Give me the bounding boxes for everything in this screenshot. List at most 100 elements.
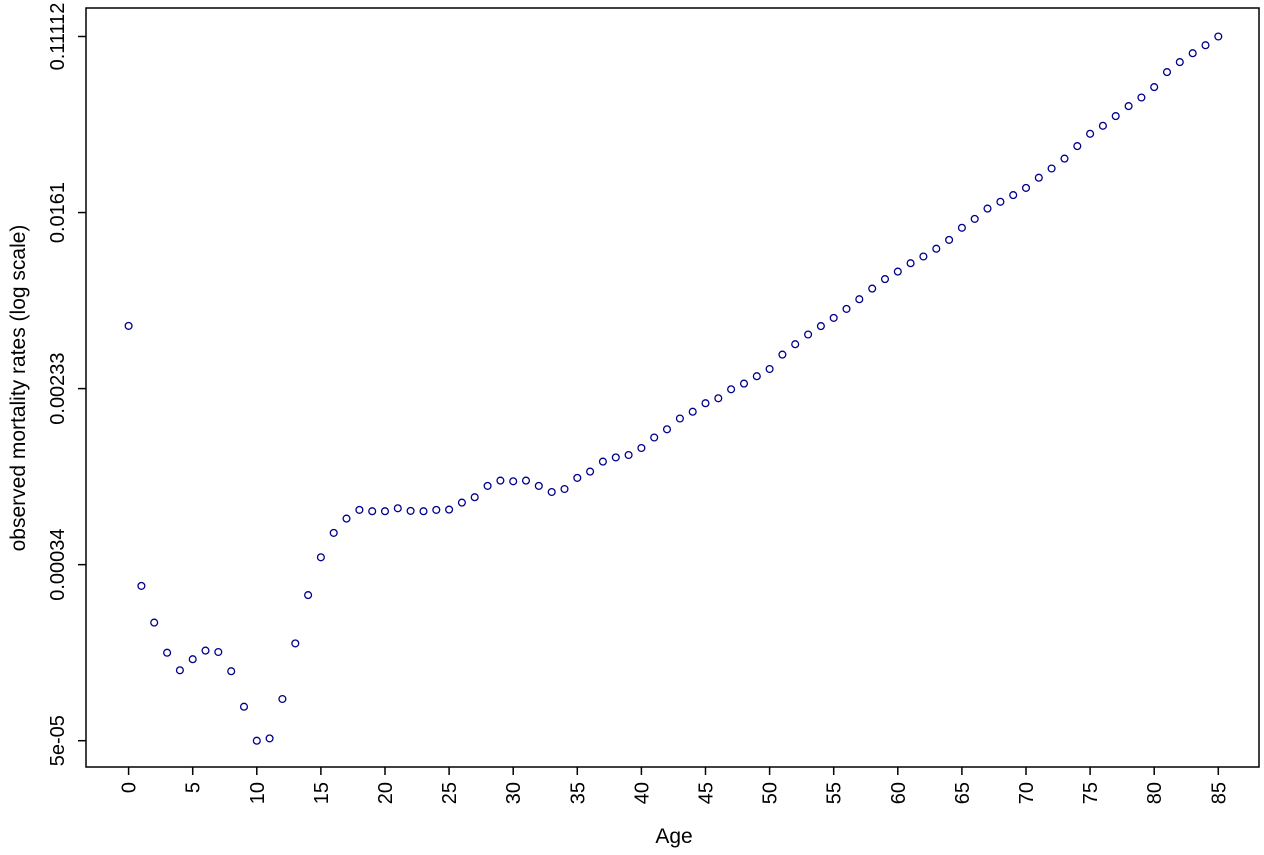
data-point [1214, 32, 1223, 41]
data-point [650, 433, 659, 442]
data-point [1188, 49, 1197, 58]
data-point [624, 450, 633, 460]
data-point [970, 214, 979, 223]
data-point [996, 197, 1005, 206]
y-tick-label: 0.11112 [47, 3, 69, 71]
x-tick-label: 60 [888, 782, 910, 804]
data-point [316, 553, 325, 562]
data-point [278, 694, 287, 704]
data-point [227, 667, 236, 676]
data-point [509, 477, 518, 486]
data-point [919, 252, 928, 261]
x-tick-label: 85 [1208, 782, 1230, 804]
data-point [701, 399, 710, 408]
data-point [611, 453, 620, 462]
data-point [432, 505, 441, 514]
x-tick-label: 55 [824, 782, 846, 804]
data-point [393, 504, 402, 513]
data-point [957, 223, 966, 232]
data-point [419, 507, 428, 516]
data-point [1137, 93, 1146, 102]
data-point [586, 467, 595, 476]
data-point [457, 498, 466, 507]
data-point [124, 321, 133, 330]
data-point [265, 734, 274, 743]
data-point [816, 322, 825, 331]
data-point [1086, 129, 1095, 138]
data-point [598, 457, 607, 466]
data-point [842, 304, 851, 313]
data-point [1111, 112, 1120, 121]
data-point [675, 414, 684, 423]
y-tick-label: 0.0161 [47, 182, 69, 243]
data-points [124, 32, 1223, 745]
data-point [1098, 121, 1107, 130]
data-point [880, 275, 890, 284]
y-tick-label: 0.00034 [47, 529, 69, 601]
y-tick-label: 5e-05 [47, 715, 69, 766]
plot-box [85, 7, 1260, 768]
y-tick-label: 0.00233 [47, 352, 69, 424]
data-point [1009, 191, 1018, 200]
data-point [445, 505, 454, 514]
data-point [214, 647, 223, 657]
data-point [521, 476, 531, 485]
data-point [483, 481, 492, 490]
data-point [291, 639, 300, 648]
data-point [1201, 41, 1210, 50]
data-point [637, 443, 646, 453]
data-point [150, 618, 159, 627]
x-tick-label: 0 [119, 782, 141, 793]
y-axis-ticks: 0.11112 0.0161 0.00233 0.00034 5e-05 [47, 3, 86, 766]
x-tick-label: 70 [1016, 782, 1038, 804]
data-point [804, 330, 813, 339]
x-tick-label: 20 [375, 782, 397, 804]
x-tick-label: 10 [247, 782, 269, 804]
data-point [727, 385, 736, 394]
data-point [1162, 68, 1172, 77]
data-point [188, 655, 197, 664]
data-point [163, 648, 172, 657]
data-point [1175, 58, 1184, 67]
data-point [1021, 183, 1031, 192]
x-tick-label: 15 [311, 782, 333, 804]
data-point [739, 379, 749, 388]
x-tick-label: 50 [760, 782, 782, 804]
data-point [829, 313, 838, 322]
data-point [380, 507, 390, 516]
data-point [1047, 164, 1056, 173]
data-point [1073, 142, 1082, 151]
data-point [1124, 102, 1133, 111]
x-tick-label: 75 [1080, 782, 1102, 804]
x-axis-ticks: 0 5 10 15 20 25 30 35 40 45 50 55 60 65 70 75 80 85 [119, 767, 1230, 804]
data-point [752, 372, 761, 381]
data-point [868, 284, 877, 293]
x-tick-label: 40 [631, 782, 653, 804]
data-point [688, 407, 697, 416]
x-tick-label: 30 [503, 782, 525, 804]
data-point [355, 505, 364, 514]
data-point [778, 350, 787, 359]
data-point [368, 507, 377, 516]
x-tick-label: 65 [952, 782, 974, 804]
data-point [560, 484, 569, 494]
data-point [791, 340, 800, 349]
data-point [329, 528, 338, 537]
data-point [662, 425, 672, 434]
data-point [470, 493, 479, 502]
data-point [304, 591, 313, 600]
data-point [496, 476, 505, 485]
data-point [342, 514, 351, 523]
data-point [406, 506, 415, 515]
data-point [765, 364, 774, 374]
x-tick-label: 45 [696, 782, 718, 804]
data-point [714, 394, 723, 403]
data-point [201, 646, 210, 655]
x-tick-label: 35 [567, 782, 589, 804]
data-point [893, 267, 902, 276]
data-point [175, 666, 184, 675]
data-point [855, 295, 864, 304]
data-point [534, 481, 543, 490]
